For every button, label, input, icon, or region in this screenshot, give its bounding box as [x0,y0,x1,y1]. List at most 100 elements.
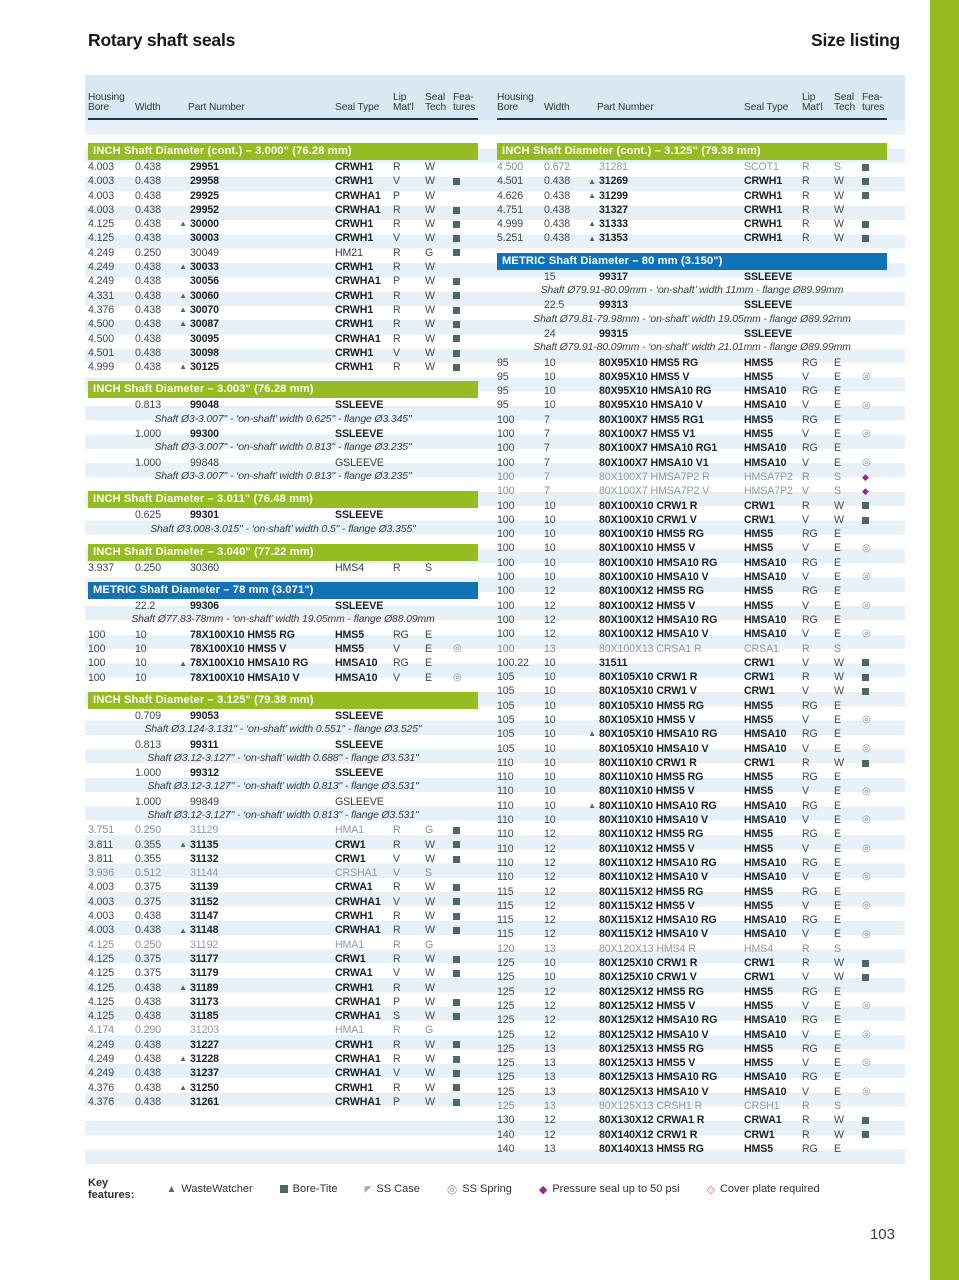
lip-material-cell: V [393,867,400,880]
table-row: 105 10 80X105X10 HMS5 RG HMS5 RG E [497,699,887,713]
features-cell [862,189,887,203]
bore-tite-icon [453,884,460,892]
table-row: 120 13 80X120X13 HMS4 R HMS4 R S [497,942,887,956]
wastewatcher-icon: ▲ [179,362,187,372]
sleeve-row: 0.709 99053 SSLEEVE [88,709,478,723]
ss-spring-icon: ◎ [862,785,871,797]
seal-tech-cell: G [425,938,434,951]
lip-material-cell: V [802,571,809,584]
table-row: 125 10 80X125X10 CRW1 V CRW1 V W [497,970,887,984]
pressure-seal-diamond: ◆ [538,1183,548,1196]
part-number-cell: 80X100X12 HMSA10 V [599,628,709,641]
seal-tech-cell: W [425,175,435,188]
table-row: 105 10 80X105X10 HMS5 V HMS5 V E ◎ [497,713,887,727]
seal-type-cell: HMS5 [744,985,774,998]
part-number-cell: 80X100X10 HMS5 V [599,542,696,555]
table-row: 4.626 0.438 ▲ 31299 CRWH1 R W [497,189,887,203]
seal-type-cell: CRWH1 [335,161,374,173]
width-cell: 10 [135,657,147,670]
bore-cell: 110 [497,871,514,884]
table-row: 4.003 0.438 29952 CRWHA1 R W [88,203,478,217]
width-cell: 12 [544,899,556,912]
seal-tech-cell: W [425,261,435,274]
sleeve-note: Shaft Ø3.008-3.015" - ‘on-shaft’ width 0… [150,523,416,535]
lip-material-cell: V [802,785,809,798]
table-row: 95 10 80X95X10 HMS5 V HMS5 V E ◎ [497,370,887,384]
bore-tite-icon [453,306,460,314]
seal-tech-cell: E [834,356,841,369]
lip-material-cell: R [393,261,401,274]
lip-material-cell: RG [802,1042,818,1055]
table-row: 3.751 0.250 31129 HMA1 R G [88,823,478,837]
legend-item-label: SS Case [376,1183,420,1195]
features-cell [453,1052,478,1066]
seal-type-cell: SSLEEVE [744,299,793,312]
bore-cell: 4.125 [88,938,115,951]
lip-material-cell: R [393,561,401,574]
seal-type-cell: HMS5 [744,1042,774,1055]
table-row: 110 12 80X110X12 HMS5 V HMS5 V E ◎ [497,842,887,856]
width-cell: 13 [544,1057,556,1070]
width-cell: 12 [544,1128,556,1141]
seal-tech-cell: E [834,585,841,598]
seal-type-cell: CRWH1 [335,1038,374,1051]
features-cell [453,1009,478,1023]
seal-tech-cell: W [425,203,435,216]
ss-spring-icon: ◎ [862,1000,871,1012]
seal-tech-cell: E [834,1071,841,1084]
part-number-cell: 80X105X10 HMSA10 V [599,742,709,755]
part-number-cell: 31189 [190,981,219,994]
bore-cell: 4.003 [88,175,115,188]
features-cell [862,232,887,246]
lip-material-cell: RG [802,413,818,426]
lip-material-cell: R [802,1128,810,1141]
seal-type-cell: HMSA10 [744,1014,787,1027]
width-cell: 0.438 [135,161,162,173]
wastewatcher-icon: ▲ [179,839,187,849]
width-cell: 7 [544,442,550,455]
bore-tite-icon [453,898,460,906]
seal-type-cell: CRWHA1 [335,1095,381,1108]
features-cell: ◎ [862,570,887,584]
bore-tite-icon [453,927,460,935]
part-number-cell: 80X120X13 HMS4 R [599,942,696,955]
ss-spring-icon: ◎ [453,671,462,683]
width-cell: 7 [544,456,550,469]
legend-items: ▲ WasteWatcher Bore-Tite ◤ SS Case ◎ SS Spring… [166,1182,846,1196]
lip-material-cell: RG [802,799,818,812]
bore-cell: 100 [497,428,515,441]
seal-tech-cell: W [425,1095,435,1108]
ss-spring-icon: ◎ [862,571,871,583]
bore-cell: 100 [497,628,515,641]
lip-material-cell: RG [802,1014,818,1027]
lip-material-cell: R [393,318,401,331]
bore-cell: 140 [497,1128,515,1141]
lip-material-cell: V [393,232,400,245]
part-number-cell: 29952 [190,203,219,216]
bore-cell: 100.22 [497,656,529,669]
seal-type-cell: HMS5 [744,413,774,426]
legend-item: ◤ SS Case [365,1183,420,1195]
part-number-cell: 80X100X7 HMSA7P2 R [599,470,710,483]
page-edge-tab [930,0,959,1280]
part-number-cell: 80X100X12 HMS5 V [599,599,696,612]
bore-cell: 125 [497,1071,515,1084]
column-header-tech: Seal Tech [425,91,447,114]
part-number-cell: 31228 [190,1053,219,1066]
table-row: 110 12 80X110X12 HMSA10 V HMSA10 V E ◎ [497,870,887,884]
width-cell: 10 [544,814,556,827]
column-header-bore: Housing Bore [88,91,125,114]
table-row: 100 7 80X100X7 HMSA10 V1 HMSA10 V E ◎ [497,456,887,470]
features-cell [453,346,478,360]
lip-material-cell: V [393,346,400,359]
bore-cell: 110 [497,799,514,812]
part-number-cell: 31144 [190,867,219,880]
lip-material-cell: V [802,599,809,612]
part-number-cell: 80X100X7 HMS5 RG1 [599,413,704,426]
seal-tech-cell: S [834,470,841,483]
part-number-cell: 80X125X13 CRSH1 R [599,1100,703,1112]
features-cell [453,1038,478,1052]
seal-tech-cell: W [834,513,844,526]
bore-cell: 4.003 [88,881,115,894]
